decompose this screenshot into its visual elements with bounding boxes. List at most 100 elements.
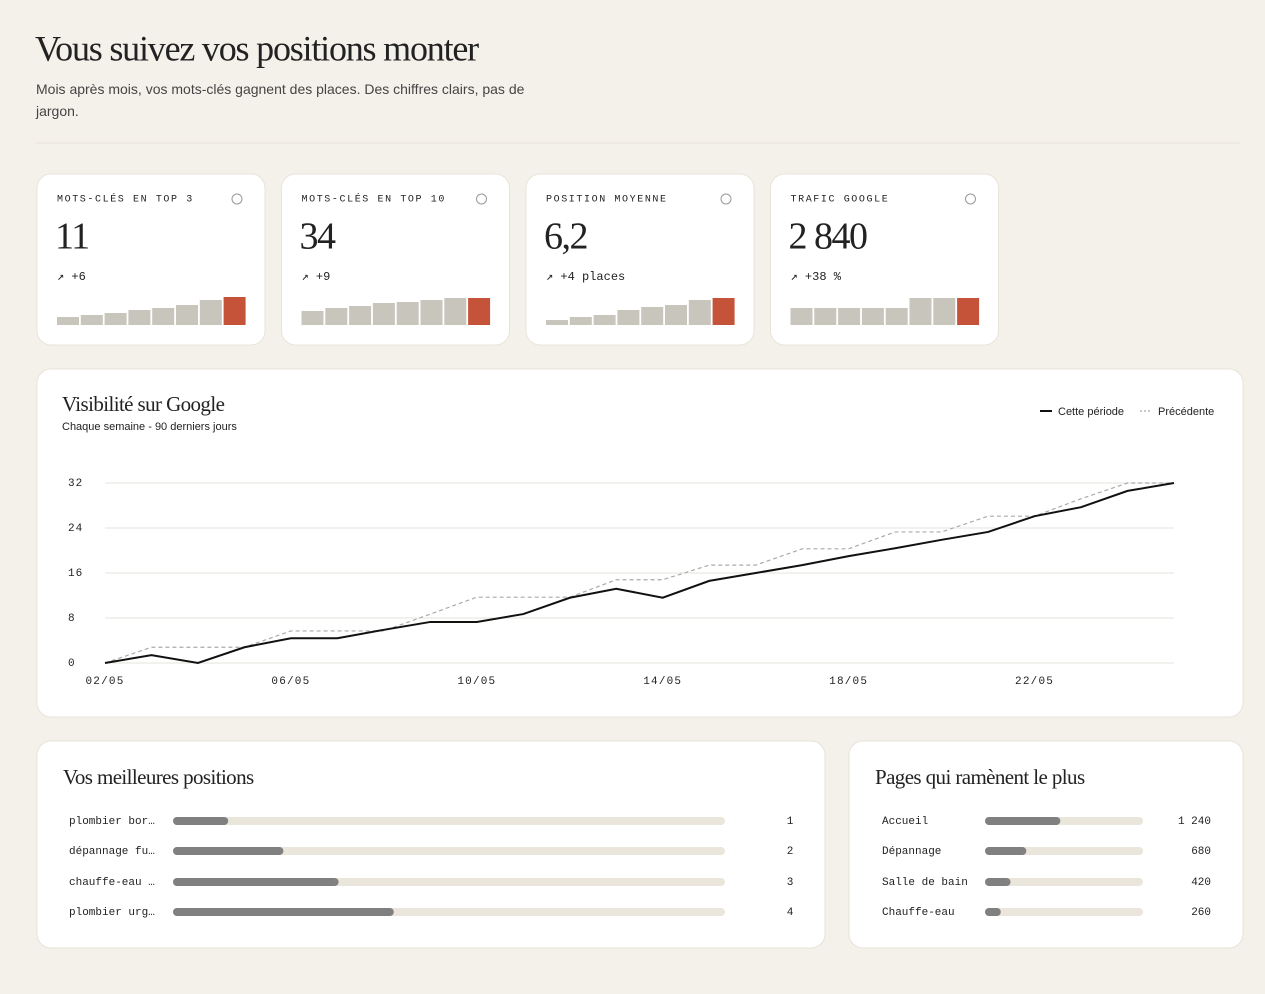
spark-bar bbox=[349, 306, 372, 325]
spark-bar bbox=[790, 308, 813, 325]
page-subtitle: Mois après mois, vos mots-clés gagnent d… bbox=[36, 81, 525, 119]
row-value: 1 240 bbox=[1178, 816, 1211, 828]
kpi-label: MOTS-CLÉS EN TOP 3 bbox=[57, 192, 194, 206]
bar-fill bbox=[985, 878, 1011, 886]
info-icon[interactable] bbox=[476, 193, 487, 205]
spark-bar bbox=[838, 308, 861, 325]
kpi-delta: ↗ +4 places bbox=[546, 270, 625, 284]
spark-bar bbox=[909, 298, 932, 325]
bar-fill bbox=[173, 847, 284, 855]
spark-bar bbox=[593, 315, 616, 325]
bar-fill bbox=[173, 908, 394, 916]
x-tick-label: 10/05 bbox=[457, 676, 496, 688]
spark-bar bbox=[814, 308, 837, 325]
spark-bar bbox=[152, 308, 175, 325]
spark-bar bbox=[861, 308, 884, 325]
spark-bar bbox=[223, 297, 246, 325]
spark-bar bbox=[199, 300, 222, 325]
legend-label: Précédente bbox=[1158, 406, 1214, 418]
spark-bar bbox=[688, 300, 711, 325]
line-series bbox=[104, 482, 1174, 664]
legend-label: Cette période bbox=[1058, 406, 1124, 418]
y-tick-label: 24 bbox=[68, 523, 83, 535]
kpi-delta: ↗ +38 % bbox=[791, 270, 842, 284]
info-icon[interactable] bbox=[720, 193, 732, 205]
spark-bar bbox=[420, 300, 443, 325]
x-tick-label: 06/05 bbox=[271, 676, 310, 688]
spark-bar bbox=[128, 310, 151, 325]
list-title: Vos meilleures positions bbox=[63, 765, 254, 789]
spark-bar bbox=[176, 305, 198, 325]
row-name: Accueil bbox=[882, 816, 928, 828]
row-name: Salle de bain bbox=[882, 877, 968, 889]
spark-bar bbox=[546, 320, 568, 325]
spark-bar bbox=[80, 315, 103, 325]
spark-bar bbox=[569, 317, 592, 325]
list-card bbox=[36, 740, 826, 949]
bar-track bbox=[173, 847, 725, 855]
kpi-delta: ↗ +9 bbox=[302, 270, 331, 284]
row-name: Chauffe-eau bbox=[882, 907, 955, 919]
kpi-label: MOTS-CLÉS EN TOP 10 bbox=[302, 192, 446, 206]
spark-bar bbox=[301, 311, 324, 325]
info-icon[interactable] bbox=[965, 193, 976, 205]
row-value: 2 bbox=[787, 846, 794, 858]
row-value: 3 bbox=[787, 877, 794, 889]
spark-bar bbox=[957, 298, 980, 325]
kpi-label: TRAFIC GOOGLE bbox=[791, 195, 890, 206]
info-icon[interactable] bbox=[231, 193, 243, 205]
row-value: 420 bbox=[1191, 877, 1211, 889]
kpi-value: 34 bbox=[300, 216, 337, 258]
row-name: Dépannage bbox=[882, 846, 941, 858]
bar-fill bbox=[173, 878, 339, 886]
bar-track bbox=[173, 817, 725, 825]
kpi-delta: ↗ +6 bbox=[57, 270, 86, 284]
spark-bar bbox=[641, 307, 664, 325]
y-tick-label: 16 bbox=[68, 568, 83, 580]
spark-bar bbox=[468, 298, 491, 325]
chart-title: Visibilité sur Google bbox=[62, 392, 225, 416]
row-value: 680 bbox=[1191, 846, 1211, 858]
bar-fill bbox=[985, 847, 1027, 855]
row-name: plombier bor… bbox=[69, 816, 155, 828]
kpi-value: 11 bbox=[55, 216, 89, 258]
bar-track bbox=[985, 878, 1143, 886]
spark-bar bbox=[57, 317, 79, 325]
spark-bar bbox=[325, 308, 348, 325]
x-tick-label: 02/05 bbox=[85, 676, 124, 688]
list-title: Pages qui ramènent le plus bbox=[875, 765, 1085, 789]
spark-bar bbox=[665, 305, 687, 325]
page-title: Vous suivez vos positions monter bbox=[35, 28, 479, 68]
row-name: chauffe-eau … bbox=[69, 877, 155, 889]
chart-card bbox=[36, 368, 1244, 718]
bar-fill bbox=[173, 817, 229, 825]
row-name: dépannage fu… bbox=[69, 846, 155, 858]
spark-bar bbox=[396, 302, 419, 325]
spark-bar bbox=[712, 298, 735, 325]
row-name: plombier urg… bbox=[69, 907, 155, 919]
spark-bar bbox=[617, 310, 640, 325]
kpi-value: 2 840 bbox=[789, 216, 868, 258]
row-value: 1 bbox=[787, 816, 794, 828]
line-series bbox=[104, 482, 1175, 665]
kpi-value: 6,2 bbox=[544, 216, 587, 258]
chart-subtitle: Chaque semaine - 90 derniers jours bbox=[62, 421, 237, 433]
row-value: 4 bbox=[787, 907, 794, 919]
spark-bar bbox=[444, 298, 467, 325]
bar-fill bbox=[985, 908, 1001, 916]
spark-bar bbox=[885, 308, 908, 325]
list-card bbox=[848, 740, 1244, 949]
y-tick-label: 8 bbox=[68, 613, 76, 625]
x-tick-label: 14/05 bbox=[643, 676, 682, 688]
row-value: 260 bbox=[1191, 907, 1211, 919]
x-tick-label: 22/05 bbox=[1015, 676, 1054, 688]
spark-bar bbox=[104, 313, 127, 325]
y-tick-label: 32 bbox=[68, 478, 83, 490]
x-tick-label: 18/05 bbox=[829, 676, 868, 688]
kpi-label: POSITION MOYENNE bbox=[546, 195, 668, 206]
y-tick-label: 0 bbox=[68, 658, 76, 670]
spark-bar bbox=[933, 298, 956, 325]
bar-track bbox=[985, 908, 1143, 916]
